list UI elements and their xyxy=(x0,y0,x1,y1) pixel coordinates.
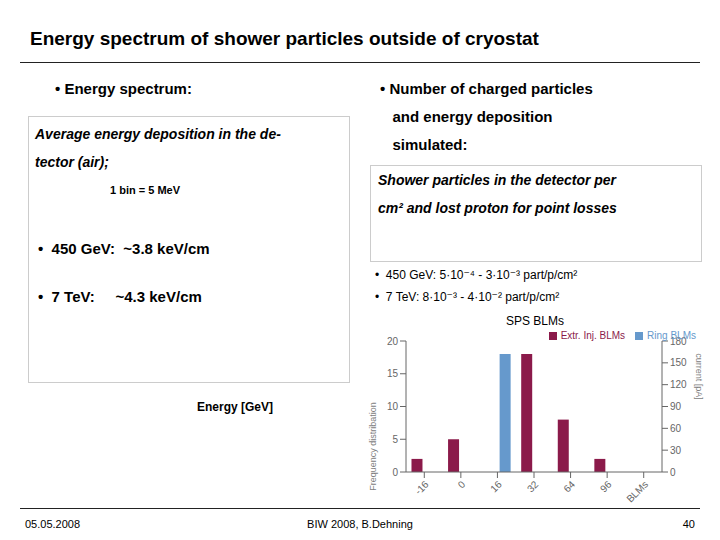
svg-text:20: 20 xyxy=(387,336,399,347)
svg-text:120: 120 xyxy=(670,379,687,390)
svg-text:Frequency distribation: Frequency distribation xyxy=(368,402,378,491)
svg-text:5: 5 xyxy=(392,434,398,445)
svg-text:-16: -16 xyxy=(413,478,431,496)
svg-text:32: 32 xyxy=(525,478,541,494)
svg-text:16: 16 xyxy=(488,478,504,494)
svg-text:30: 30 xyxy=(670,445,682,456)
svg-text:96: 96 xyxy=(598,478,614,494)
svg-text:current [pA]: current [pA] xyxy=(694,353,704,400)
svg-text:64: 64 xyxy=(561,478,577,494)
svg-text:10: 10 xyxy=(387,401,399,412)
svg-text:BLMs: BLMs xyxy=(624,479,650,505)
svg-text:90: 90 xyxy=(670,401,682,412)
svg-text:150: 150 xyxy=(670,357,687,368)
svg-text:15: 15 xyxy=(387,368,399,379)
svg-text:0: 0 xyxy=(670,467,676,478)
svg-text:180: 180 xyxy=(670,336,687,347)
svg-text:0: 0 xyxy=(392,467,398,478)
svg-text:0: 0 xyxy=(456,478,468,490)
svg-text:60: 60 xyxy=(670,423,682,434)
